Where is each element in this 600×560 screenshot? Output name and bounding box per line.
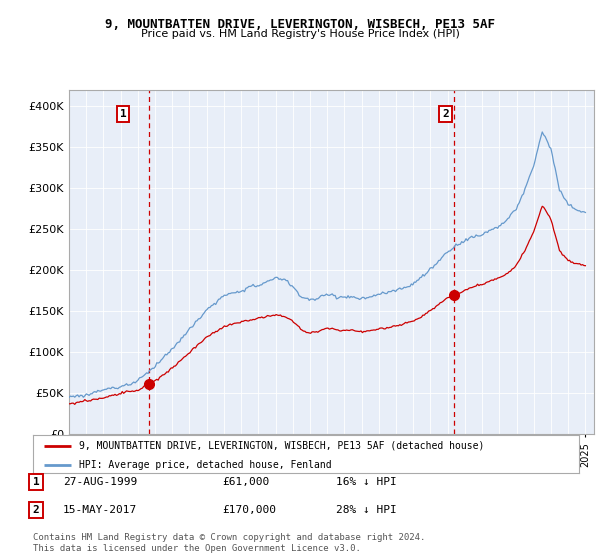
Text: £170,000: £170,000 — [222, 505, 276, 515]
Text: 1: 1 — [32, 477, 40, 487]
Text: 2: 2 — [32, 505, 40, 515]
Text: 15-MAY-2017: 15-MAY-2017 — [63, 505, 137, 515]
Text: 28% ↓ HPI: 28% ↓ HPI — [336, 505, 397, 515]
Text: Price paid vs. HM Land Registry's House Price Index (HPI): Price paid vs. HM Land Registry's House … — [140, 29, 460, 39]
Text: 2: 2 — [442, 109, 449, 119]
Text: 9, MOUNTBATTEN DRIVE, LEVERINGTON, WISBECH, PE13 5AF (detached house): 9, MOUNTBATTEN DRIVE, LEVERINGTON, WISBE… — [79, 441, 485, 451]
Text: 27-AUG-1999: 27-AUG-1999 — [63, 477, 137, 487]
Text: 16% ↓ HPI: 16% ↓ HPI — [336, 477, 397, 487]
Text: 9, MOUNTBATTEN DRIVE, LEVERINGTON, WISBECH, PE13 5AF: 9, MOUNTBATTEN DRIVE, LEVERINGTON, WISBE… — [105, 18, 495, 31]
Text: 1: 1 — [120, 109, 127, 119]
Text: Contains HM Land Registry data © Crown copyright and database right 2024.
This d: Contains HM Land Registry data © Crown c… — [33, 533, 425, 553]
Text: £61,000: £61,000 — [222, 477, 269, 487]
Text: HPI: Average price, detached house, Fenland: HPI: Average price, detached house, Fenl… — [79, 460, 332, 470]
